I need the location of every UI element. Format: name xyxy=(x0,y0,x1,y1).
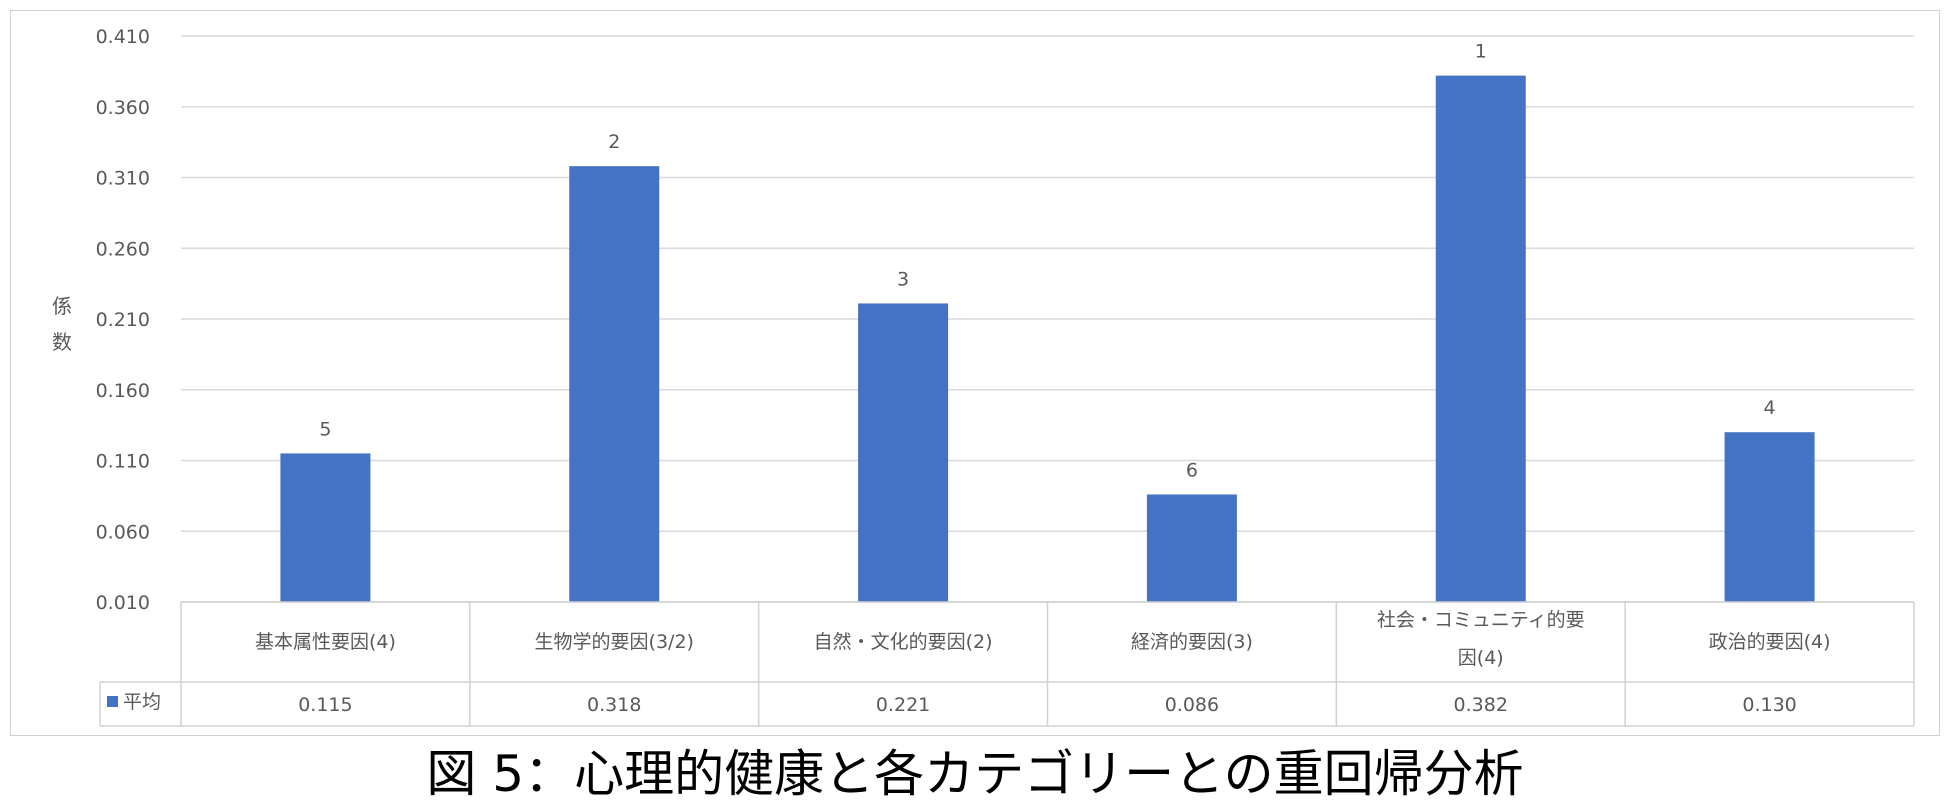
table-value-cell: 0.115 xyxy=(298,694,352,716)
bar-rank-label: 3 xyxy=(897,268,909,290)
y-tick-label: 0.210 xyxy=(96,309,150,331)
bar-rank-label: 6 xyxy=(1186,459,1198,481)
table-value-cell: 0.130 xyxy=(1742,694,1796,716)
legend-label: 平均 xyxy=(123,691,161,713)
bar xyxy=(1724,432,1815,602)
bar-chart: 係数 0.4100.3600.3100.2600.2100.1600.1100.… xyxy=(52,26,1915,727)
chart-frame xyxy=(10,10,1940,736)
bar xyxy=(569,166,660,602)
bar xyxy=(858,303,949,602)
y-axis-ticks: 0.410 0.360 0.310 0.260 0.210 0.160 0.110 0.060… xyxy=(96,26,150,614)
table-value-cell: 0.318 xyxy=(587,694,641,716)
bar xyxy=(1146,494,1237,602)
category-label: 政治的要因(4) xyxy=(1709,631,1831,653)
category-label: 自然・文化的要因(2) xyxy=(814,631,993,653)
data-table: 基本属性要因(4) 生物学的要因(3/2) 自然・文化的要因(2) 経済的要因(3) 社… xyxy=(99,601,1915,727)
bar-rank-label: 2 xyxy=(608,131,620,153)
data-labels: 5 2 3 6 1 4 xyxy=(319,41,1775,482)
table-value-cell: 0.382 xyxy=(1454,694,1508,716)
y-tick-label: 0.360 xyxy=(96,97,150,119)
bar xyxy=(280,453,371,602)
gridlines xyxy=(181,35,1914,603)
bar xyxy=(1435,75,1526,603)
y-axis-label: 係数 xyxy=(52,294,72,354)
y-tick-label: 0.260 xyxy=(96,238,150,260)
y-tick-label: 0.410 xyxy=(96,26,150,48)
y-axis-label-char: 係 xyxy=(52,294,72,318)
table-value-cell: 0.086 xyxy=(1165,694,1219,716)
y-tick-label: 0.310 xyxy=(96,168,150,190)
category-label: 経済的要因(3) xyxy=(1131,631,1253,653)
category-label: 生物学的要因(3/2) xyxy=(535,631,694,653)
table-value-cell: 0.221 xyxy=(876,694,930,716)
category-label: 基本属性要因(4) xyxy=(255,631,396,653)
bars xyxy=(280,75,1815,603)
bar-rank-label: 4 xyxy=(1764,397,1776,419)
legend-swatch xyxy=(107,696,118,707)
y-tick-label: 0.010 xyxy=(96,592,150,614)
figure-caption: 図 5：心理的健康と各カテゴリーとの重回帰分析 xyxy=(426,745,1524,803)
bar-rank-label: 1 xyxy=(1475,41,1487,63)
bar-rank-label: 5 xyxy=(319,418,331,440)
y-tick-label: 0.160 xyxy=(96,380,150,402)
y-axis-label-char: 数 xyxy=(52,330,72,354)
category-label: 社会・コミュニティ的要因(4) xyxy=(1377,609,1585,669)
y-tick-label: 0.110 xyxy=(96,451,150,473)
y-tick-label: 0.060 xyxy=(96,521,150,543)
